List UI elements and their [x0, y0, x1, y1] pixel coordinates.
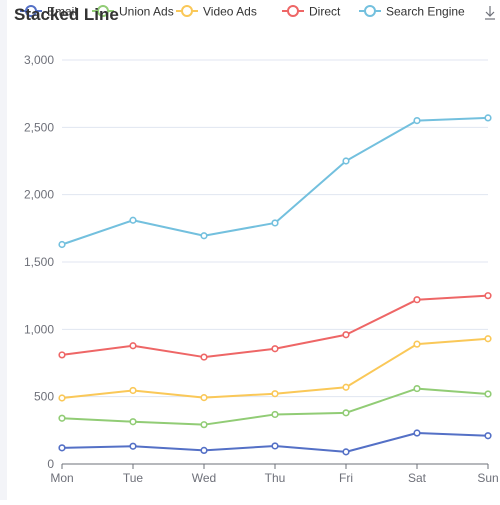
series-group	[58, 114, 492, 456]
x-tick-label: Thu	[265, 471, 286, 485]
data-point[interactable]	[271, 442, 279, 450]
x-axis: Mon Tue Wed Thu Fri Sat Sun	[50, 463, 499, 485]
legend-label: Email	[47, 5, 77, 19]
toolbox[interactable]	[485, 6, 495, 20]
data-point[interactable]	[58, 351, 66, 359]
data-point[interactable]	[271, 410, 279, 419]
data-point[interactable]	[129, 386, 137, 395]
legend-item[interactable]: Email	[20, 5, 77, 19]
data-point[interactable]	[200, 232, 208, 240]
data-point[interactable]	[58, 414, 66, 422]
data-point[interactable]	[484, 432, 492, 440]
data-point[interactable]	[342, 331, 350, 339]
data-point[interactable]	[58, 444, 66, 452]
data-point[interactable]	[200, 394, 208, 402]
data-point[interactable]	[342, 157, 350, 165]
data-point[interactable]	[58, 394, 66, 402]
x-tick-label: Sun	[477, 471, 498, 485]
legend-item[interactable]: Video Ads	[176, 5, 257, 19]
data-point[interactable]	[129, 418, 137, 426]
legend-label: Direct	[309, 5, 341, 19]
legend-label: Video Ads	[203, 5, 257, 19]
data-point[interactable]	[413, 296, 421, 304]
legend-item[interactable]: Union Ads	[92, 5, 174, 19]
x-tick-label: Wed	[192, 471, 216, 485]
data-point[interactable]	[129, 216, 137, 224]
data-point[interactable]	[413, 116, 421, 125]
legend-item[interactable]: Search Engine	[359, 5, 465, 19]
data-point[interactable]	[413, 384, 421, 393]
y-tick-label: 3,000	[24, 53, 54, 67]
x-tick-label: Fri	[339, 471, 353, 485]
data-point[interactable]	[200, 353, 208, 361]
data-point[interactable]	[271, 390, 279, 398]
legend-label: Union Ads	[119, 5, 174, 19]
x-tick-label: Sat	[408, 471, 427, 485]
legend-label: Search Engine	[386, 5, 465, 19]
data-point[interactable]	[484, 390, 492, 398]
legend-marker-icon	[364, 5, 376, 17]
data-point[interactable]	[342, 409, 350, 417]
data-point[interactable]	[342, 448, 350, 456]
data-point[interactable]	[200, 446, 208, 454]
legend-marker-icon	[287, 5, 299, 17]
y-tick-label: 0	[47, 457, 54, 471]
legend-item[interactable]: Direct	[282, 5, 341, 19]
data-point[interactable]	[413, 340, 421, 348]
data-point[interactable]	[271, 345, 279, 353]
data-point[interactable]	[200, 421, 208, 429]
y-tick-label: 2,500	[24, 120, 54, 134]
data-point[interactable]	[271, 219, 279, 227]
y-tick-label: 1,500	[24, 255, 54, 269]
y-tick-label: 1,000	[24, 322, 54, 336]
left-edge-strip	[0, 0, 7, 500]
chart-title: Stacked Line	[14, 5, 119, 24]
x-tick-label: Tue	[123, 471, 144, 485]
legend-marker-icon	[97, 5, 109, 17]
y-axis: 0 500 1,000 1,500 2,000 2,500 3,000	[24, 53, 54, 471]
legend-marker-icon	[25, 5, 37, 17]
legend-marker-icon	[181, 5, 193, 17]
data-point[interactable]	[129, 342, 137, 350]
data-point[interactable]	[484, 335, 492, 343]
data-point[interactable]	[484, 114, 492, 122]
grid-lines	[62, 59, 488, 398]
download-icon[interactable]	[485, 6, 495, 20]
y-tick-label: 500	[34, 390, 54, 404]
data-point[interactable]	[129, 442, 137, 450]
legend[interactable]: Email Union Ads Video Ads Direct Search Engi…	[20, 5, 465, 19]
data-point[interactable]	[342, 383, 350, 391]
y-tick-label: 2,000	[24, 188, 54, 202]
data-point[interactable]	[58, 240, 66, 249]
x-tick-label: Mon	[50, 471, 73, 485]
data-point[interactable]	[484, 292, 492, 300]
data-point[interactable]	[413, 429, 421, 437]
